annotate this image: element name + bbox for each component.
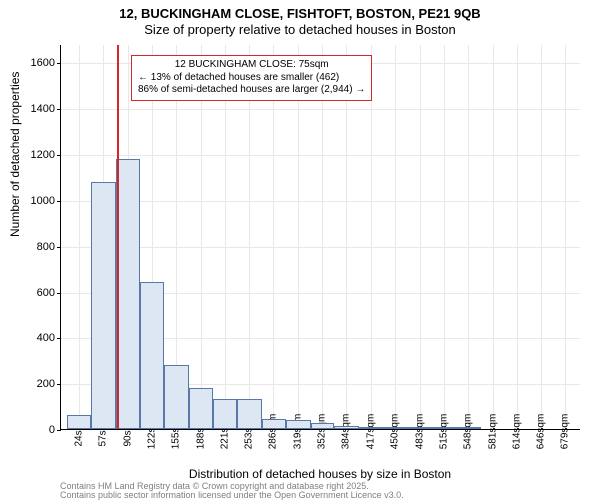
y-tick-mark — [57, 338, 61, 339]
x-tick-label: 548sqm — [463, 414, 474, 450]
grid-line-v — [79, 45, 80, 429]
x-tick-label: 450sqm — [390, 414, 401, 450]
grid-line-v — [420, 45, 421, 429]
y-tick-label: 1600 — [25, 57, 55, 69]
x-axis-label: Distribution of detached houses by size … — [60, 467, 580, 481]
histogram-bar — [67, 415, 92, 429]
histogram-bar — [359, 427, 384, 429]
y-tick-mark — [57, 247, 61, 248]
grid-line-v — [371, 45, 372, 429]
y-tick-label: 0 — [25, 424, 55, 436]
annotation-line: 12 BUCKINGHAM CLOSE: 75sqm — [138, 59, 365, 72]
grid-line-h — [61, 155, 580, 156]
y-tick-label: 800 — [25, 241, 55, 253]
histogram-bar — [189, 388, 214, 429]
grid-line-v — [541, 45, 542, 429]
histogram-bar — [262, 419, 287, 429]
histogram-bar — [383, 427, 408, 429]
histogram-plot: 24sqm57sqm90sqm122sqm155sqm188sqm221sqm2… — [60, 45, 580, 430]
x-tick-label: 614sqm — [512, 414, 523, 450]
grid-line-v — [249, 45, 250, 429]
x-tick-label: 679sqm — [560, 414, 571, 450]
histogram-bar — [213, 399, 237, 429]
y-tick-mark — [57, 293, 61, 294]
grid-line-v — [346, 45, 347, 429]
credits-text: Contains HM Land Registry data © Crown c… — [60, 482, 580, 500]
annotation-box: 12 BUCKINGHAM CLOSE: 75sqm← 13% of detac… — [131, 55, 372, 101]
y-tick-mark — [57, 201, 61, 202]
chart-title-main: 12, BUCKINGHAM CLOSE, FISHTOFT, BOSTON, … — [0, 6, 600, 21]
histogram-bar — [164, 365, 189, 429]
y-tick-mark — [57, 430, 61, 431]
histogram-bar — [408, 427, 432, 429]
grid-line-v — [225, 45, 226, 429]
histogram-bar — [140, 282, 165, 429]
grid-line-v — [273, 45, 274, 429]
histogram-bar — [91, 182, 116, 430]
x-tick-label: 483sqm — [414, 414, 425, 450]
x-tick-label: 352sqm — [317, 414, 328, 450]
grid-line-v — [298, 45, 299, 429]
y-tick-mark — [57, 155, 61, 156]
x-tick-label: 417sqm — [365, 414, 376, 450]
x-tick-label: 581sqm — [487, 414, 498, 450]
grid-line-v — [517, 45, 518, 429]
y-tick-label: 400 — [25, 332, 55, 344]
x-tick-label: 384sqm — [341, 414, 352, 450]
y-tick-mark — [57, 384, 61, 385]
grid-line-v — [565, 45, 566, 429]
histogram-bar — [116, 159, 140, 429]
x-tick-label: 515sqm — [438, 414, 449, 450]
grid-line-v — [201, 45, 202, 429]
grid-line-v — [444, 45, 445, 429]
histogram-bar — [286, 420, 311, 429]
chart-title-sub: Size of property relative to detached ho… — [0, 22, 600, 37]
grid-line-h — [61, 109, 580, 110]
y-tick-mark — [57, 109, 61, 110]
grid-line-v — [322, 45, 323, 429]
annotation-line: 86% of semi-detached houses are larger (… — [138, 84, 365, 97]
annotation-line: ← 13% of detached houses are smaller (46… — [138, 72, 365, 85]
grid-line-v — [395, 45, 396, 429]
y-tick-label: 600 — [25, 287, 55, 299]
y-axis-label: Number of detached properties — [8, 72, 22, 237]
y-tick-label: 200 — [25, 378, 55, 390]
x-tick-label: 646sqm — [535, 414, 546, 450]
histogram-bar — [334, 426, 359, 429]
property-marker-line — [117, 45, 119, 429]
grid-line-v — [468, 45, 469, 429]
histogram-bar — [456, 427, 481, 429]
y-tick-label: 1000 — [25, 195, 55, 207]
y-tick-label: 1400 — [25, 103, 55, 115]
histogram-bar — [237, 399, 262, 429]
y-tick-label: 1200 — [25, 149, 55, 161]
grid-line-v — [493, 45, 494, 429]
histogram-bar — [432, 427, 457, 429]
credits-line-2: Contains public sector information licen… — [60, 491, 580, 500]
y-tick-mark — [57, 63, 61, 64]
histogram-bar — [311, 423, 335, 429]
